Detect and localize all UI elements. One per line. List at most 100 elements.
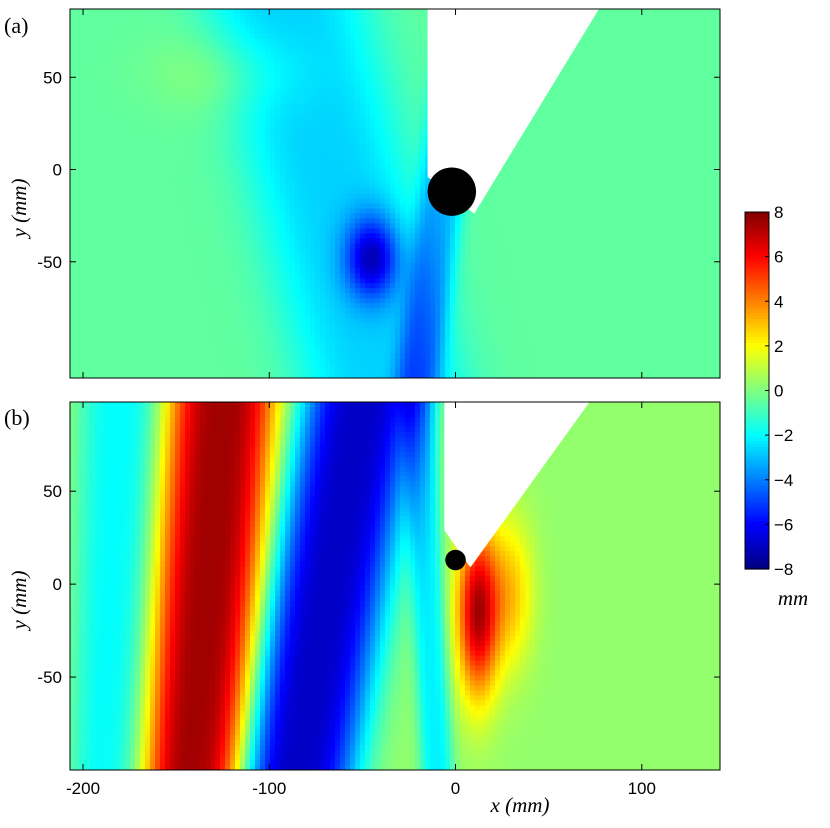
heatmap-cell: [165, 133, 171, 140]
heatmap-cell: [155, 168, 161, 175]
heatmap-cell: [540, 113, 546, 120]
heatmap-cell: [240, 188, 246, 195]
heatmap-cell: [90, 23, 96, 30]
heatmap-cell: [380, 33, 386, 40]
heatmap-cell: [315, 13, 321, 20]
heatmap-cell: [560, 113, 566, 120]
heatmap-cell: [665, 38, 671, 45]
heatmap-cell: [105, 13, 111, 20]
heatmap-cell: [620, 63, 626, 70]
heatmap-cell: [140, 13, 146, 20]
heatmap-cell: [290, 48, 296, 55]
heatmap-cell: [145, 28, 151, 35]
heatmap-cell: [205, 93, 211, 100]
heatmap-cell: [205, 118, 211, 125]
heatmap-cell: [250, 178, 256, 185]
heatmap-cell: [610, 118, 616, 125]
heatmap-cell: [710, 13, 716, 20]
heatmap-cell: [555, 143, 561, 150]
heatmap-cell: [100, 9, 106, 15]
heatmap-cell: [670, 183, 676, 190]
heatmap-cell: [215, 83, 221, 90]
heatmap-cell: [520, 183, 526, 190]
heatmap-cell: [340, 138, 346, 145]
heatmap-cell: [710, 43, 716, 50]
heatmap-cell: [365, 38, 371, 45]
heatmap-cell: [300, 173, 306, 180]
heatmap-cell: [150, 123, 156, 130]
heatmap-cell: [585, 73, 591, 80]
heatmap-cell: [185, 68, 191, 75]
heatmap-cell: [570, 73, 576, 80]
heatmap-cell: [640, 173, 646, 180]
heatmap-cell: [280, 83, 286, 90]
heatmap-cell: [160, 153, 166, 160]
heatmap-cell: [270, 143, 276, 150]
heatmap-cell: [280, 98, 286, 105]
heatmap-cell: [655, 103, 661, 110]
heatmap-cell: [630, 163, 636, 170]
heatmap-cell: [295, 168, 301, 175]
heatmap-cell: [585, 118, 591, 125]
heatmap-cell: [95, 158, 101, 165]
heatmap-cell: [310, 158, 316, 165]
heatmap-cell: [145, 108, 151, 115]
heatmap-cell: [210, 138, 216, 145]
heatmap-cell: [630, 63, 636, 70]
heatmap-cell: [395, 193, 401, 200]
heatmap-cell: [665, 118, 671, 125]
heatmap-cell: [665, 23, 671, 30]
heatmap-cell: [260, 103, 266, 110]
heatmap-cell: [670, 168, 676, 175]
heatmap-cell: [675, 58, 681, 65]
heatmap-cell: [75, 28, 81, 35]
heatmap-cell: [360, 138, 366, 145]
heatmap-cell: [420, 148, 426, 155]
heatmap-cell: [75, 118, 81, 125]
heatmap-cell: [170, 38, 176, 45]
heatmap-cell: [335, 163, 341, 170]
heatmap-cell: [585, 88, 591, 95]
heatmap-cell: [375, 153, 381, 160]
heatmap-cell: [625, 123, 631, 130]
heatmap-cell: [630, 18, 636, 25]
heatmap-cell: [705, 128, 711, 135]
heatmap-cell: [600, 23, 606, 30]
heatmap-cell: [675, 103, 681, 110]
heatmap-cell: [705, 178, 711, 185]
heatmap-cell: [620, 113, 626, 120]
heatmap-cell: [95, 193, 101, 200]
heatmap-cell: [685, 23, 691, 30]
heatmap-cell: [200, 108, 206, 115]
heatmap-cell: [205, 123, 211, 130]
heatmap-cell: [555, 93, 561, 100]
heatmap-cell: [670, 78, 676, 85]
heatmap-cell: [295, 148, 301, 155]
heatmap-cell: [225, 128, 231, 135]
heatmap-cell: [270, 63, 276, 70]
heatmap-cell: [300, 98, 306, 105]
heatmap-cell: [575, 158, 581, 165]
heatmap-cell: [530, 148, 536, 155]
heatmap-cell: [215, 98, 221, 105]
heatmap-cell: [340, 158, 346, 165]
heatmap-field-a: [70, 9, 720, 378]
heatmap-cell: [290, 188, 296, 195]
heatmap-cell: [180, 68, 186, 75]
heatmap-cell: [615, 28, 621, 35]
heatmap-cell: [415, 43, 421, 50]
heatmap-cell: [230, 153, 236, 160]
heatmap-cell: [385, 53, 391, 60]
heatmap-cell: [645, 28, 651, 35]
heatmap-cell: [105, 143, 111, 150]
heatmap-cell: [80, 148, 86, 155]
heatmap-cell: [710, 163, 716, 170]
heatmap-cell: [280, 28, 286, 35]
heatmap-cell: [680, 193, 686, 200]
heatmap-cell: [415, 158, 421, 165]
heatmap-cell: [115, 188, 121, 195]
heatmap-cell: [355, 53, 361, 60]
heatmap-cell: [645, 183, 651, 190]
heatmap-cell: [420, 9, 426, 15]
heatmap-cell: [230, 73, 236, 80]
